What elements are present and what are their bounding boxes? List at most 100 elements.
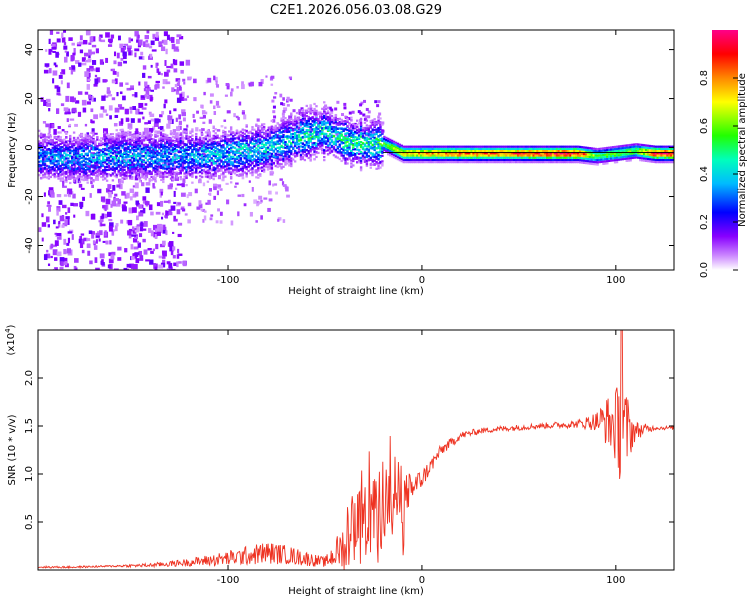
spectrogram-ridge-cell <box>210 153 213 156</box>
spectrogram-noise-cell <box>138 204 143 209</box>
spectrogram-noise-cell <box>159 126 164 131</box>
spectrogram-noise-cell <box>119 91 123 95</box>
spectrogram-ridge-cell <box>100 149 103 152</box>
spectrogram-ridge-cell <box>177 137 181 140</box>
spectrogram-ridge-cell <box>392 149 396 152</box>
spectrogram-ridge-cell <box>286 162 289 165</box>
spectrogram-ridge-cell <box>352 158 355 161</box>
spectrogram-ridge-cell <box>103 177 107 180</box>
spectrogram-ridge-cell <box>406 152 409 155</box>
spectrogram-ridge-cell <box>274 152 277 155</box>
spectrogram-ridge-cell <box>212 162 215 165</box>
spectrogram-noise-cell <box>213 195 217 200</box>
spectrogram-ridge-cell <box>38 147 41 150</box>
spectrogram-noise-cell <box>149 259 154 265</box>
spectrogram-ridge-cell <box>288 147 291 150</box>
spectrogram-ridge-cell <box>57 138 60 141</box>
spectrogram-noise-cell <box>147 247 152 251</box>
spectrogram-ridge-cell <box>241 137 244 140</box>
spectrogram-noise-cell <box>111 251 116 256</box>
spectrogram-ridge-cell <box>334 142 338 145</box>
spectrogram-ridge-cell <box>315 128 318 131</box>
spectrogram-ridge-cell <box>237 148 241 151</box>
spectrogram-ridge-cell <box>356 129 359 132</box>
spectrogram-ridge-cell <box>336 150 340 154</box>
spectrogram-ridge-cell <box>383 146 386 150</box>
spectrogram-ridge-cell <box>146 150 149 154</box>
spectrogram-noise-cell <box>351 127 355 131</box>
spectrogram-noise-cell <box>79 242 84 249</box>
spectrogram-ridge-cell <box>90 146 93 150</box>
spectrogram-ridge-cell <box>319 141 322 144</box>
spectrogram-ridge-cell <box>303 148 307 151</box>
spectrogram-ridge-cell <box>43 164 47 167</box>
spectrogram-ridge-cell <box>249 154 252 158</box>
spectrogram-noise-cell <box>203 91 206 96</box>
spectrogram-noise-cell <box>93 114 99 120</box>
spectrogram-ridge-cell <box>410 152 413 155</box>
spectrogram-ridge-cell <box>257 126 260 130</box>
spectrogram-ridge-cell <box>57 152 60 156</box>
spectrogram-ridge-cell <box>103 159 107 162</box>
spectrogram-ridge-cell <box>74 167 78 171</box>
spectrogram-ridge-cell <box>57 143 60 146</box>
spectrogram-ridge-cell <box>288 160 291 163</box>
spectrogram-noise-cell <box>112 68 116 71</box>
spectrogram-ridge-cell <box>305 114 308 118</box>
spectrogram-ridge-cell <box>408 154 411 157</box>
spectrogram-noise-cell <box>77 177 81 184</box>
spectrogram-ridge-cell <box>299 149 303 152</box>
spectrogram-noise-cell <box>129 137 133 141</box>
spectrogram-ridge-cell <box>262 132 266 135</box>
spectrogram-ridge-cell <box>49 141 53 144</box>
spectrogram-noise-cell <box>116 184 121 188</box>
spectrogram-ridge-cell <box>187 173 190 176</box>
spectrogram-noise-cell <box>348 111 352 115</box>
spectrogram-ridge-cell <box>348 146 351 149</box>
spectrogram-ridge-cell <box>361 132 365 135</box>
spectrogram-ridge-cell <box>173 140 177 144</box>
spectrogram-ridge-cell <box>195 169 198 172</box>
spectrogram-ridge-cell <box>100 153 103 156</box>
spectrogram-noise-cell <box>165 48 168 55</box>
spectrogram-noise-cell <box>84 123 88 127</box>
spectrogram-ridge-cell <box>214 149 217 152</box>
spectrogram-ridge-cell <box>307 151 310 155</box>
spectrogram-ridge-cell <box>195 167 198 170</box>
spectrogram-ridge-cell <box>388 154 392 157</box>
spectrogram-ridge-cell <box>274 133 277 136</box>
spectrogram-noise-cell <box>48 187 54 193</box>
spectrogram-ridge-cell <box>117 141 120 144</box>
spectrogram-noise-cell <box>73 265 77 270</box>
spectrogram-ridge-cell <box>262 145 266 148</box>
spectrogram-ridge-cell <box>195 158 198 161</box>
spectrogram-ridge-cell <box>195 144 198 147</box>
spectrogram-ridge-cell <box>270 131 274 134</box>
spectrogram-noise-cell <box>41 213 44 218</box>
spectrogram-noise-cell <box>282 103 286 107</box>
spectrogram-ridge-cell <box>177 155 181 158</box>
spectrogram-ridge-cell <box>387 148 390 151</box>
spectrogram-ridge-cell <box>78 161 82 164</box>
spectrogram-noise-cell <box>219 188 223 191</box>
spectrogram-ridge-cell <box>216 170 219 173</box>
spectrogram-ridge-cell <box>371 123 374 126</box>
spectrogram-ridge-cell <box>357 137 361 141</box>
spectrogram-noise-cell <box>56 86 61 93</box>
spectrogram-ridge-cell <box>152 168 155 171</box>
spectrogram-ridge-cell <box>222 129 225 133</box>
spectrogram-noise-cell <box>45 49 48 52</box>
spectrogram-ridge-cell <box>365 141 369 145</box>
spectrogram-noise-cell <box>164 215 167 218</box>
spectrogram-noise-cell <box>153 263 156 269</box>
spectrogram-ridge-cell <box>162 150 165 153</box>
spectrogram-ridge-cell <box>297 134 301 137</box>
spectrogram-ridge-cell <box>189 166 192 169</box>
spectrogram-ridge-cell <box>233 164 237 168</box>
spectrogram-ridge-cell <box>309 112 312 115</box>
spectrogram-noise-cell <box>374 100 378 104</box>
spectrogram-noise-cell <box>285 155 289 159</box>
spectrogram-noise-cell <box>162 79 168 85</box>
spectrogram-ridge-cell <box>319 111 322 114</box>
spectrogram-ridge-cell <box>127 146 130 149</box>
